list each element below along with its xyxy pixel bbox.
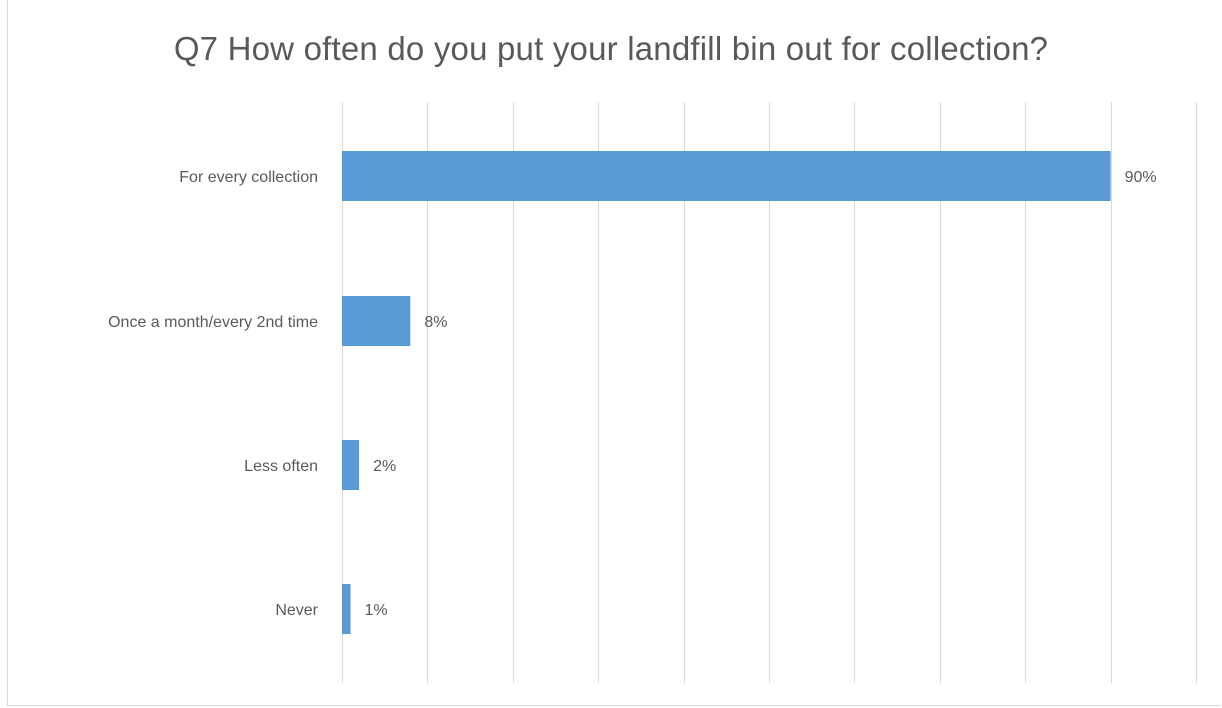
category-label-0: For every collection: [179, 169, 318, 186]
bar-0: [342, 151, 1111, 201]
category-label-3: Never: [275, 602, 318, 619]
bar-3: [342, 584, 351, 634]
bar-1: [342, 296, 411, 346]
data-label-2: 2%: [373, 458, 396, 475]
chart-frame: [7, 0, 1220, 706]
data-label-0: 90%: [1125, 169, 1157, 186]
data-label-3: 1%: [365, 602, 388, 619]
bar-2: [342, 440, 360, 490]
data-label-1: 8%: [424, 314, 447, 331]
category-label-1: Once a month/every 2nd time: [108, 314, 318, 331]
chart-title: Q7 How often do you put your landfill bi…: [173, 30, 1049, 67]
category-label-2: Less often: [244, 458, 318, 475]
